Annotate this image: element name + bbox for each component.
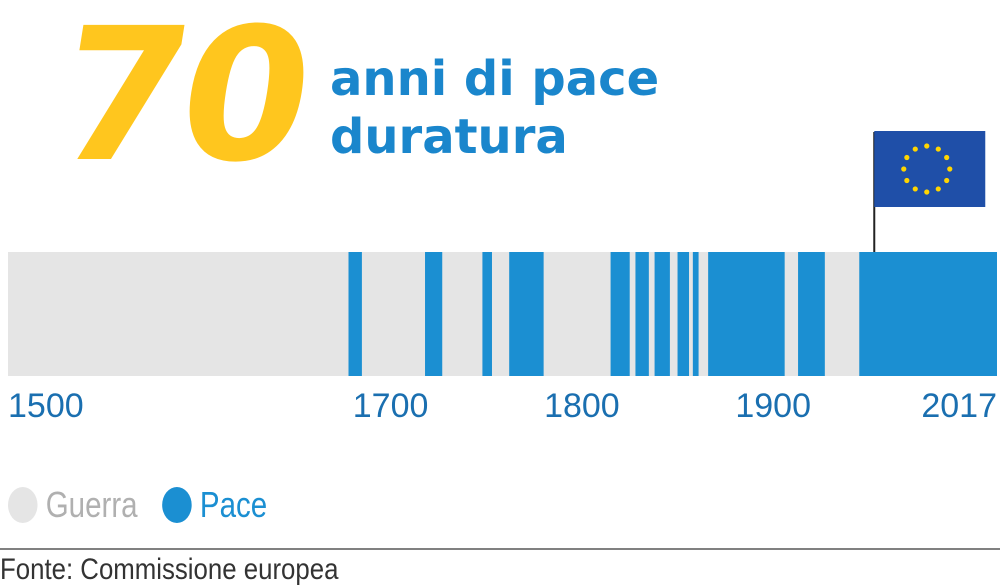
flag-star xyxy=(924,189,930,195)
flag-star xyxy=(944,154,950,161)
war-background-bar xyxy=(8,252,997,376)
peace-period-bar xyxy=(654,252,670,376)
source-note: Fonte: Commissione europea xyxy=(0,553,339,586)
flag-star xyxy=(901,166,907,172)
peace-period-bar xyxy=(610,252,630,376)
flag-star xyxy=(935,186,941,192)
peace-period-bar xyxy=(348,252,362,376)
axis-tick-label: 2017 xyxy=(921,387,997,425)
peace-period-bar xyxy=(635,252,649,376)
legend-peace-label: Pace xyxy=(199,484,268,525)
peace-period-bar xyxy=(859,252,997,376)
headline-line-2: duratura xyxy=(330,109,568,165)
peace-period-bar xyxy=(425,252,443,376)
eu-flag-icon xyxy=(873,131,986,252)
peace-period-bar xyxy=(482,252,492,376)
legend-peace-swatch xyxy=(162,487,192,523)
peace-timeline-chart: 1500 1700 1800 1900 2017 xyxy=(8,131,997,425)
legend: Guerra Pace xyxy=(8,484,292,526)
legend-war-swatch xyxy=(8,487,38,523)
flag-field xyxy=(874,131,986,207)
flag-star xyxy=(947,166,953,172)
headline-subtitle: anni di pace duratura xyxy=(330,50,659,166)
headline-line-1: anni di pace xyxy=(330,51,660,107)
axis-tick-label: 1500 xyxy=(8,387,84,425)
legend-item-war: Guerra xyxy=(8,484,138,526)
legend-item-peace: Pace xyxy=(162,484,267,526)
flag-star xyxy=(935,146,941,152)
axis-tick-label: 1700 xyxy=(353,387,429,425)
flag-star xyxy=(924,143,930,149)
flag-star xyxy=(904,177,910,184)
peace-period-bar xyxy=(509,252,544,376)
flag-star xyxy=(944,177,950,184)
flag-star xyxy=(904,154,910,161)
peace-period-bar xyxy=(692,252,699,376)
flag-star xyxy=(912,146,918,152)
peace-period-bar xyxy=(677,252,690,376)
axis-tick-label: 1900 xyxy=(735,387,811,425)
peace-period-bar xyxy=(798,252,825,376)
axis-tick-label: 1800 xyxy=(544,387,620,425)
legend-war-label: Guerra xyxy=(45,484,138,525)
flag-star xyxy=(912,186,918,192)
peace-period-bar xyxy=(708,252,785,376)
footer-divider xyxy=(0,548,1000,550)
